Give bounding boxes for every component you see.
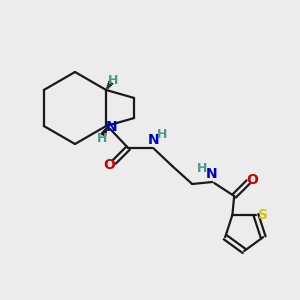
Text: N: N [206,167,217,181]
Text: S: S [258,208,268,222]
Text: O: O [103,158,115,172]
Text: O: O [246,173,258,187]
Polygon shape [101,127,107,136]
Text: H: H [197,161,207,175]
Text: H: H [157,128,167,140]
Text: H: H [108,74,119,86]
Text: N: N [147,133,159,147]
Text: N: N [105,120,117,134]
Text: H: H [97,131,107,145]
